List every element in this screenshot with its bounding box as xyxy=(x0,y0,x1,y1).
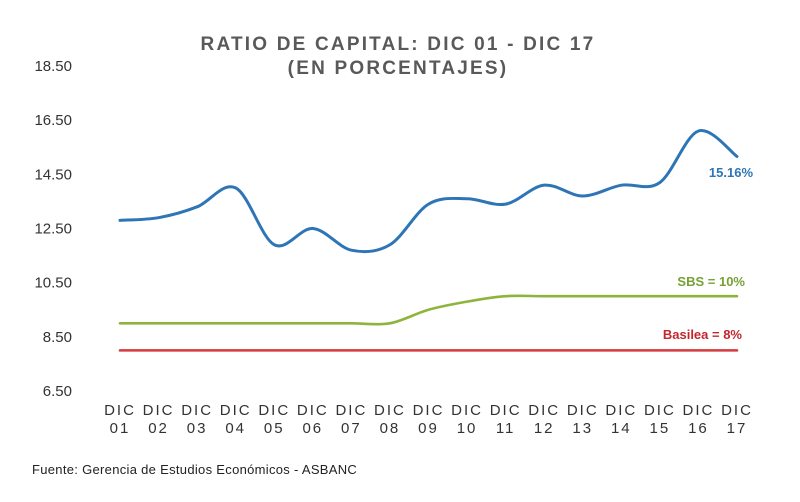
x-tick-label: 11 xyxy=(496,420,516,437)
x-tick-label: DIC xyxy=(721,402,753,419)
x-tick-label: DIC xyxy=(490,402,522,419)
x-tick-label: 01 xyxy=(110,420,131,437)
x-tick-label: 03 xyxy=(187,420,208,437)
x-tick-label: 13 xyxy=(572,420,593,437)
x-tick-label: 14 xyxy=(611,420,632,437)
source-note: Fuente: Gerencia de Estudios Económicos … xyxy=(32,462,358,477)
x-tick-label: DIC xyxy=(143,402,175,419)
x-tick-label: 04 xyxy=(225,420,246,437)
x-tick-label: DIC xyxy=(605,402,637,419)
x-tick-label: DIC xyxy=(528,402,560,419)
y-tick-label: 6.50 xyxy=(43,383,72,400)
x-axis: DIC01DIC02DIC03DIC04DIC05DIC06DIC07DIC08… xyxy=(104,402,753,437)
y-tick-label: 16.50 xyxy=(34,112,72,129)
y-tick-label: 14.50 xyxy=(34,166,72,183)
x-tick-label: DIC xyxy=(374,402,406,419)
annotations: 15.16% SBS = 10% Basilea = 8% xyxy=(663,165,754,342)
x-tick-label: 05 xyxy=(264,420,285,437)
x-tick-label: DIC xyxy=(181,402,213,419)
x-tick-label: DIC xyxy=(451,402,483,419)
ratio-capital-line xyxy=(118,129,739,254)
x-tick-label: 17 xyxy=(727,420,748,437)
x-tick-label: 15 xyxy=(650,420,671,437)
y-tick-label: 8.50 xyxy=(43,329,72,346)
plot-area xyxy=(118,129,739,352)
x-tick-label: 06 xyxy=(302,420,323,437)
x-tick-label: DIC xyxy=(297,402,329,419)
x-tick-label: DIC xyxy=(567,402,599,419)
x-tick-label: DIC xyxy=(220,402,252,419)
chart-title: RATIO DE CAPITAL: DIC 01 - DIC 17 xyxy=(201,34,596,55)
sbs-label: SBS = 10% xyxy=(677,274,745,289)
y-tick-label: 10.50 xyxy=(34,275,72,292)
x-tick-label: DIC xyxy=(683,402,715,419)
x-tick-label: DIC xyxy=(644,402,676,419)
x-tick-label: DIC xyxy=(335,402,367,419)
x-tick-label: 12 xyxy=(534,420,555,437)
basilea-label: Basilea = 8% xyxy=(663,327,743,342)
x-tick-label: DIC xyxy=(413,402,445,419)
ratio-end-label: 15.16% xyxy=(709,165,754,180)
x-tick-label: DIC xyxy=(104,402,136,419)
x-tick-label: 02 xyxy=(148,420,169,437)
y-tick-label: 18.50 xyxy=(34,58,72,75)
x-tick-label: 07 xyxy=(341,420,362,437)
x-tick-label: 10 xyxy=(457,420,478,437)
x-tick-label: 08 xyxy=(380,420,401,437)
chart-subtitle: (EN PORCENTAJES) xyxy=(288,58,509,79)
x-tick-label: 16 xyxy=(688,420,709,437)
y-tick-label: 12.50 xyxy=(34,221,72,238)
x-tick-label: 09 xyxy=(418,420,439,437)
y-axis: 18.50 16.50 14.50 12.50 10.50 8.50 6.50 xyxy=(34,58,72,400)
x-tick-label: DIC xyxy=(258,402,290,419)
sbs-line xyxy=(118,294,739,326)
